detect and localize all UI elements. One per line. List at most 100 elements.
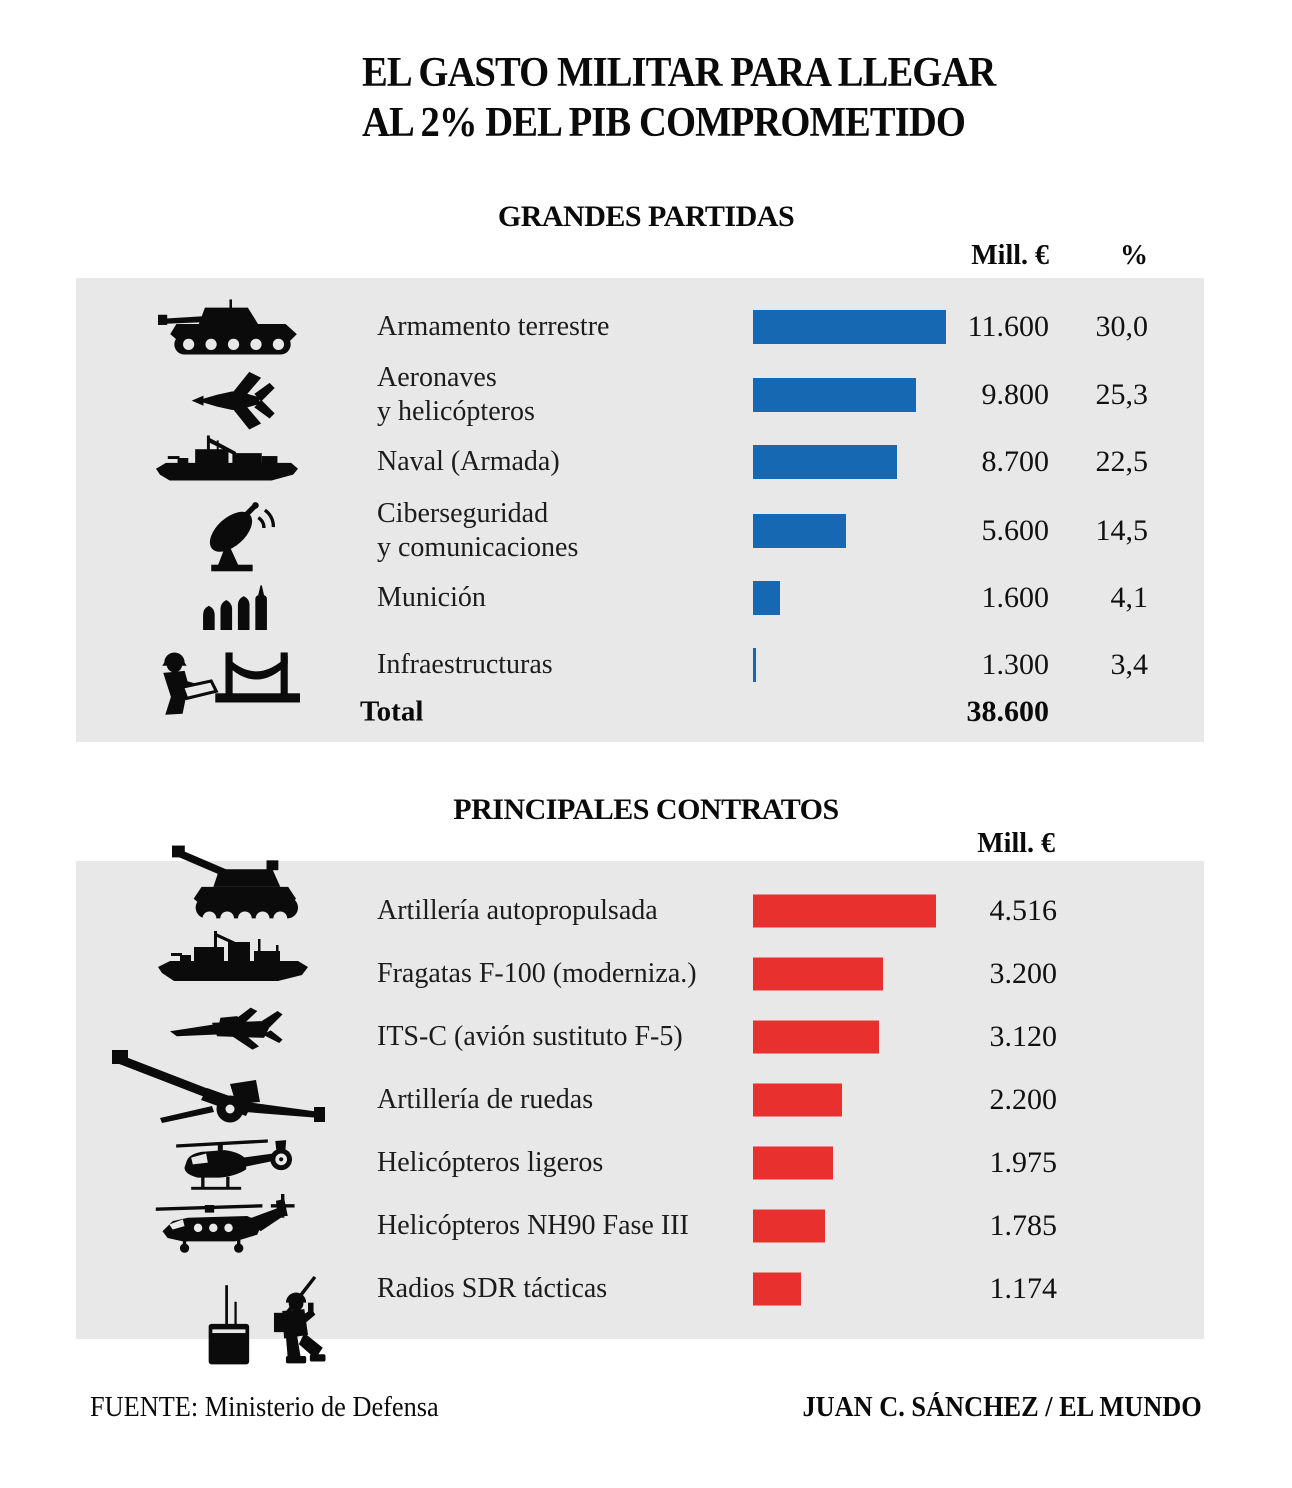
- row-label-line1: ITS-C (avión sustituto F-5): [377, 1021, 683, 1052]
- value-bar: [753, 1146, 833, 1180]
- value-pct: 14,5: [1095, 514, 1149, 547]
- section-heading-grandes-partidas: GRANDES PARTIDAS: [497, 200, 795, 233]
- value-mill: 8.700: [981, 445, 1050, 478]
- bullets-icon: [196, 570, 274, 630]
- row-label: Fragatas F-100 (moderniza.): [377, 957, 697, 991]
- row-label: Artillería de ruedas: [377, 1083, 593, 1117]
- row-label: Armamento terrestre: [377, 310, 609, 344]
- light-helicopter-icon: [162, 1136, 302, 1196]
- towed-howitzer-icon: [112, 1050, 327, 1124]
- table-row: Artillería autopropulsada 4.516: [76, 879, 1204, 943]
- value-pct: 4,1: [1110, 581, 1149, 614]
- row-label-line1: Naval (Armada): [377, 446, 560, 477]
- value-mill: 9.800: [981, 378, 1050, 411]
- value-bar: [753, 648, 756, 682]
- value-mill: 5.600: [981, 514, 1050, 547]
- row-label-line1: Radios SDR tácticas: [377, 1273, 608, 1304]
- source-credit: FUENTE: Ministerio de Defensa: [90, 1392, 439, 1423]
- row-label-line1: Ciberseguridad: [377, 498, 549, 529]
- column-header-pct: %: [1120, 240, 1148, 271]
- row-label: Naval (Armada): [377, 445, 560, 479]
- value-bar: [753, 581, 780, 615]
- table-row: Naval (Armada) 8.700 22,5: [76, 428, 1204, 496]
- satellite-dish-icon: [198, 496, 280, 576]
- table-row: Radios SDR tácticas 1.174: [76, 1257, 1204, 1321]
- column-header-mill-2: Mill. €: [977, 828, 1055, 859]
- frigate-icon: [158, 928, 308, 986]
- value-bar: [753, 1272, 801, 1306]
- title-line-1: EL GASTO MILITAR PARA LLEGAR: [362, 50, 996, 96]
- value-mill: 2.200: [989, 1083, 1058, 1116]
- row-label-line1: Aeronaves: [377, 362, 497, 393]
- title-line-2: AL 2% DEL PIB COMPROMETIDO: [362, 100, 966, 146]
- value-mill: 1.975: [989, 1146, 1058, 1179]
- author-credit: JUAN C. SÁNCHEZ / EL MUNDO: [802, 1392, 1202, 1423]
- table-row: Helicópteros NH90 Fase III 1.785: [76, 1194, 1204, 1258]
- value-bar: [753, 514, 846, 548]
- row-label-line1: Helicópteros NH90 Fase III: [377, 1210, 689, 1241]
- table-row: Aeronaves y helicópteros 9.800 25,3: [76, 361, 1204, 429]
- value-bar: [753, 445, 897, 479]
- value-pct: 3,4: [1110, 648, 1149, 681]
- table-row: Ciberseguridad y comunicaciones 5.600 14…: [76, 497, 1204, 565]
- table-row: Infraestructuras 1.300 3,4: [76, 631, 1204, 699]
- row-label-line1: Fragatas F-100 (moderniza.): [377, 958, 697, 989]
- table-row: Fragatas F-100 (moderniza.) 3.200: [76, 942, 1204, 1006]
- row-label-line1: Munición: [377, 582, 486, 613]
- value-mill: 1.174: [989, 1272, 1058, 1305]
- row-label: Ciberseguridad y comunicaciones: [377, 497, 578, 565]
- value-bar: [753, 310, 946, 344]
- value-bar: [753, 1083, 842, 1117]
- row-label-line1: Artillería autopropulsada: [377, 895, 658, 926]
- row-label-line1: Armamento terrestre: [377, 311, 610, 342]
- soldier-radio-icon: [195, 1276, 341, 1368]
- self-propelled-artillery-icon: [172, 843, 300, 921]
- value-pct: 25,3: [1095, 378, 1149, 411]
- table-row: Artillería de ruedas 2.200: [76, 1068, 1204, 1132]
- row-label: Munición: [377, 581, 486, 615]
- table-row: Munición 1.600 4,1: [76, 564, 1204, 632]
- value-pct: 30,0: [1095, 310, 1149, 343]
- row-label-line1: Infraestructuras: [377, 649, 553, 680]
- value-mill: 3.200: [989, 957, 1058, 990]
- page-title: EL GASTO MILITAR PARA LLEGAR AL 2% DEL P…: [362, 48, 996, 148]
- row-label-line1: Helicópteros ligeros: [377, 1147, 604, 1178]
- value-bar: [753, 957, 883, 991]
- value-mill: 1.600: [981, 581, 1050, 614]
- row-label-line2: y helicópteros: [377, 396, 535, 427]
- panel-principales-contratos: Artillería autopropulsada 4.516 Fragatas…: [76, 861, 1204, 1339]
- column-header-mill: Mill. €: [971, 240, 1049, 271]
- tank-icon: [158, 297, 306, 357]
- engineer-bridge-icon: [152, 642, 300, 716]
- row-label: Radios SDR tácticas: [377, 1272, 607, 1306]
- value-mill: 11.600: [967, 310, 1049, 343]
- total-value: 38.600: [966, 695, 1050, 728]
- value-mill: 1.785: [989, 1209, 1058, 1242]
- warship-icon: [156, 430, 298, 488]
- nh90-helicopter-icon: [120, 1194, 332, 1260]
- value-bar: [753, 894, 936, 928]
- total-label: Total: [360, 695, 424, 728]
- row-label: Infraestructuras: [377, 648, 553, 682]
- row-label-line2: y comunicaciones: [377, 532, 579, 563]
- value-mill: 1.300: [981, 648, 1050, 681]
- table-row: Armamento terrestre 11.600 30,0: [76, 293, 1204, 361]
- row-label: Helicópteros NH90 Fase III: [377, 1209, 689, 1243]
- value-bar: [753, 378, 916, 412]
- value-pct: 22,5: [1095, 445, 1149, 478]
- table-row: Helicópteros ligeros 1.975: [76, 1131, 1204, 1195]
- jet-f5-icon: [170, 998, 296, 1056]
- row-label: Artillería autopropulsada: [377, 894, 658, 928]
- fighter-jet-icon: [183, 360, 285, 432]
- section-heading-principales-contratos: PRINCIPALES CONTRATOS: [453, 793, 839, 826]
- panel-grandes-partidas: Armamento terrestre 11.600 30,0 Aeronave…: [76, 278, 1204, 742]
- value-bar: [753, 1209, 825, 1243]
- row-label: ITS-C (avión sustituto F-5): [377, 1020, 683, 1054]
- value-mill: 4.516: [989, 894, 1058, 927]
- row-label: Aeronaves y helicópteros: [377, 361, 535, 429]
- row-label: Helicópteros ligeros: [377, 1146, 603, 1180]
- total-row: Total 38.600: [76, 680, 1204, 744]
- value-bar: [753, 1020, 879, 1054]
- table-row: ITS-C (avión sustituto F-5) 3.120: [76, 1005, 1204, 1069]
